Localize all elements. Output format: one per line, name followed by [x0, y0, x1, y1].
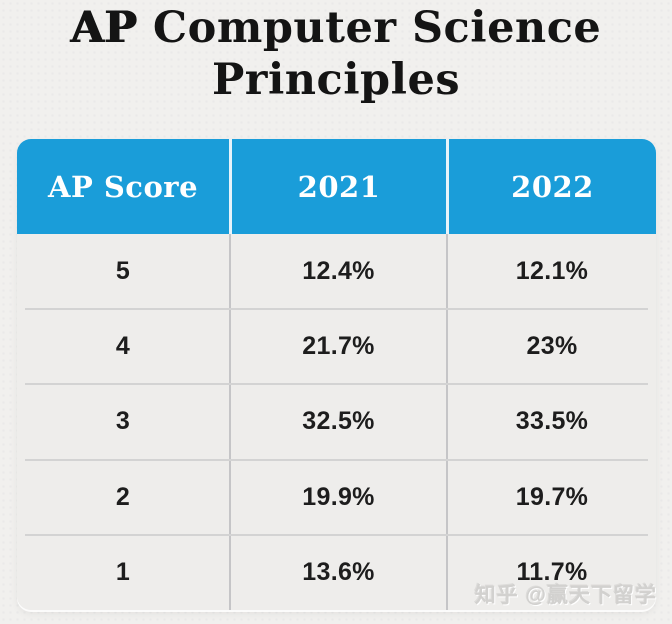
header-cell-2022: 2022	[446, 139, 656, 234]
table-row-score-4: 4 21.7% 23%	[17, 308, 656, 385]
table-row-score-5: 5 12.4% 12.1%	[17, 234, 656, 310]
title-line-1: AP Computer Science	[71, 3, 601, 53]
cell-score: 3	[115, 407, 131, 436]
table-row-score-1: 1 13.6% 11.7%	[17, 533, 656, 610]
cell-score: 4	[115, 332, 131, 361]
cell-2022-value: 23%	[446, 309, 656, 385]
table-header-row: AP Score 2021 2022	[17, 139, 656, 234]
score-table: AP Score 2021 2022 5 12.4% 12.1% 4 21.7%…	[17, 139, 656, 610]
cell-2022-value: 12.1%	[446, 234, 656, 310]
cell-2021-value: 32.5%	[229, 384, 446, 460]
title-line-2: Principles	[211, 55, 461, 105]
cell-2022-value: 19.7%	[446, 459, 656, 535]
cell-2022-value: 11.7%	[446, 534, 656, 610]
title-line-1-rest: Computer Science	[137, 3, 602, 53]
page-title: AP Computer Science Principles	[0, 2, 672, 106]
header-cell-ap-score: AP Score	[47, 169, 199, 204]
cell-2021-value: 21.7%	[229, 309, 446, 385]
cell-score: 5	[115, 257, 131, 286]
table-row-score-3: 3 32.5% 33.5%	[17, 383, 656, 460]
cell-2021-value: 13.6%	[229, 534, 446, 610]
cell-score: 1	[115, 557, 131, 586]
cell-2022-value: 33.5%	[446, 384, 656, 460]
table-body: 5 12.4% 12.1% 4 21.7% 23% 3 32.5% 33.5% …	[17, 234, 656, 610]
cell-score: 2	[115, 482, 131, 511]
table-row-score-2: 2 19.9% 19.7%	[17, 458, 656, 535]
watermark: 知乎 @赢天下留学	[474, 584, 657, 607]
header-cell-2021: 2021	[229, 139, 446, 234]
cell-2021-value: 12.4%	[229, 234, 446, 310]
title-ap: AP	[70, 3, 138, 53]
cell-2021-value: 19.9%	[229, 459, 446, 535]
